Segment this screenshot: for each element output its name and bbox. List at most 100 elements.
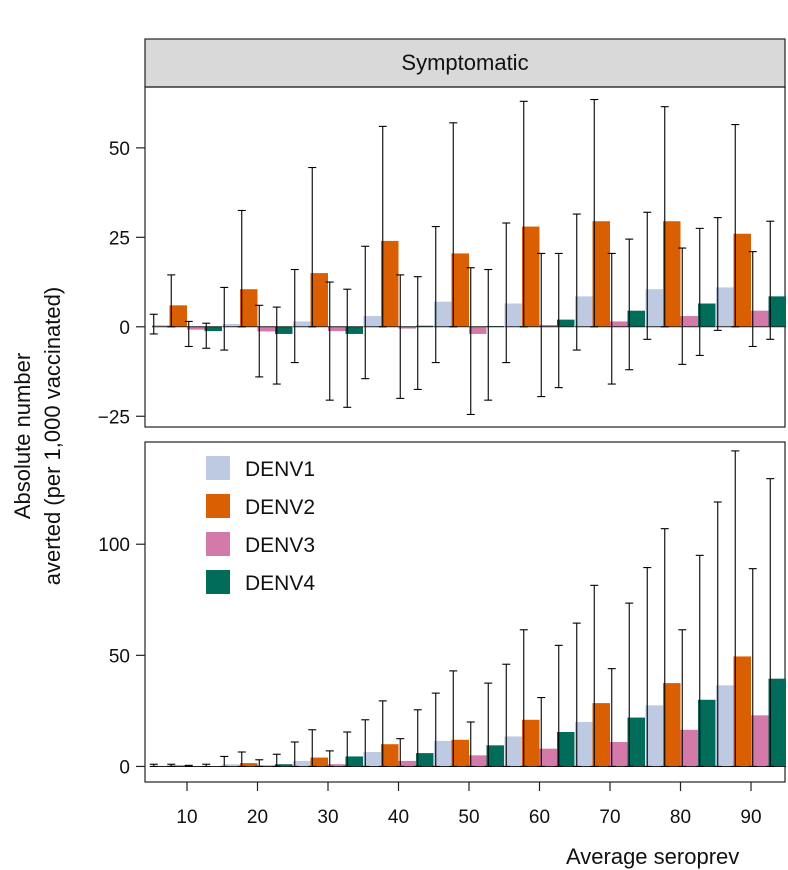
bar-denv4-90-bottom (768, 678, 786, 767)
y-axis-title-line1: Absolute number (10, 353, 35, 519)
bar-denv1-90-top (716, 287, 734, 327)
bar-denv3-10-top (187, 326, 205, 330)
error-bar-denv1-80-bottom (643, 567, 652, 767)
bar-denv3-60-bottom (539, 748, 557, 767)
bar-denv1-80-bottom (645, 705, 663, 767)
bar-denv2-10-bottom (169, 765, 187, 767)
bar-denv1-50-bottom (434, 740, 452, 767)
bar-denv2-30-bottom (310, 757, 328, 767)
bar-denv4-90-top (768, 296, 786, 327)
error-bar-denv2-60-top (519, 100, 528, 328)
error-bar-denv2-10-top (167, 274, 176, 328)
error-bar-denv2-10-bottom (167, 763, 176, 767)
bottom-panel: 0 50 100 (98, 450, 786, 778)
error-bar-denv2-90-bottom (731, 450, 740, 767)
error-bar-denv4-80-bottom (695, 554, 704, 767)
bar-denv2-50-top (451, 253, 469, 327)
bar-denv4-20-top (275, 326, 293, 334)
bar-denv4-40-bottom (416, 753, 434, 767)
bar-denv3-70-top (610, 321, 628, 327)
error-bar-denv4-20-bottom (272, 753, 281, 767)
top-y-tick-label: −25 (98, 407, 130, 428)
bar-denv3-90-bottom (751, 715, 769, 767)
bar-denv4-10-top (204, 326, 222, 332)
error-bar-denv1-90-top (713, 217, 722, 331)
bar-denv2-20-bottom (240, 763, 258, 767)
error-bar-denv3-80-top (678, 247, 687, 365)
bar-denv2-40-bottom (381, 744, 399, 767)
bar-denv4-80-bottom (698, 699, 716, 767)
error-bar-denv2-80-top (660, 106, 669, 328)
error-bar-denv2-70-top (590, 98, 599, 328)
bar-denv2-40-top (381, 240, 399, 327)
error-bar-denv3-90-bottom (748, 568, 757, 767)
error-bar-denv3-20-bottom (255, 759, 264, 767)
bar-denv3-40-top (398, 326, 416, 329)
bar-denv2-80-bottom (663, 683, 681, 767)
error-bar-denv1-50-bottom (431, 692, 440, 767)
bar-denv4-70-bottom (627, 717, 645, 767)
x-tick-label: 40 (388, 807, 409, 828)
legend-label-denv4: DENV4 (245, 572, 315, 595)
x-tick-label: 50 (458, 807, 479, 828)
legend-label-denv3: DENV3 (245, 534, 315, 557)
bar-denv3-60-top (539, 325, 557, 327)
top-panel-frame (144, 86, 786, 428)
error-bar-denv1-70-bottom (572, 622, 581, 767)
error-bar-denv2-60-bottom (519, 629, 528, 767)
error-bar-denv2-30-top (308, 166, 317, 328)
error-bar-denv4-70-bottom (625, 602, 634, 767)
bar-denv1-60-top (504, 303, 522, 327)
error-bar-denv4-30-bottom (343, 731, 352, 767)
error-bar-denv4-50-top (484, 268, 493, 401)
error-bar-denv4-50-bottom (484, 682, 493, 767)
bar-denv1-40-bottom (363, 752, 381, 767)
legend-label-denv1: DENV1 (245, 458, 315, 481)
strip-header (144, 38, 786, 88)
bar-denv1-40-top (363, 316, 381, 327)
bar-denv4-40-top (416, 325, 434, 327)
bar-denv1-30-top (293, 321, 311, 327)
bar-denv2-50-bottom (451, 739, 469, 767)
bar-denv2-80-top (663, 221, 681, 327)
error-bar-denv1-10-top (149, 313, 158, 335)
legend-swatch-denv3 (206, 532, 230, 556)
bottom-y-tick-label: 0 (119, 757, 130, 778)
bar-denv1-70-top (575, 296, 593, 327)
error-bar-denv3-30-bottom (325, 750, 334, 767)
bottom-panel-frame (144, 441, 786, 783)
error-bar-denv2-40-bottom (378, 700, 387, 767)
bottom-y-tick-label: 50 (109, 646, 130, 667)
error-bar-denv1-30-top (290, 268, 299, 364)
error-bar-denv1-60-top (502, 222, 511, 364)
bar-denv3-20-top (257, 326, 275, 332)
bar-denv2-10-top (169, 305, 187, 327)
x-tick-label: 70 (599, 807, 620, 828)
legend-swatch-denv1 (206, 456, 230, 480)
error-bar-denv4-10-top (202, 322, 211, 349)
error-bar-denv3-10-top (184, 320, 193, 348)
error-bar-denv3-60-bottom (537, 697, 546, 767)
error-bar-denv4-80-top (695, 227, 704, 356)
y-axis-title-line2: averted (per 1,000 vaccinated) (40, 287, 65, 585)
bar-denv3-80-top (680, 316, 698, 327)
legend: DENV1 DENV2 DENV3 DENV4 (206, 456, 315, 595)
bar-denv3-50-bottom (469, 755, 487, 767)
bar-denv1-20-top (222, 323, 240, 327)
x-tick-label: 10 (176, 807, 197, 828)
strip-title: Symptomatic (401, 50, 528, 75)
error-bar-denv4-40-bottom (413, 709, 422, 767)
bar-denv1-20-bottom (222, 764, 240, 767)
x-tick-label: 30 (317, 807, 338, 828)
top-y-tick-label: 50 (109, 139, 130, 160)
bar-denv1-10-top (152, 325, 170, 327)
bar-denv3-20-bottom (257, 765, 275, 767)
bar-denv3-90-top (751, 310, 769, 327)
top-y-tick-label: 25 (109, 228, 130, 249)
error-bar-denv4-90-bottom (766, 478, 775, 767)
error-bar-denv3-50-bottom (466, 721, 475, 767)
error-bar-denv1-40-top (361, 245, 370, 380)
error-bar-denv2-80-bottom (660, 528, 669, 767)
error-bar-denv1-90-bottom (713, 501, 722, 767)
